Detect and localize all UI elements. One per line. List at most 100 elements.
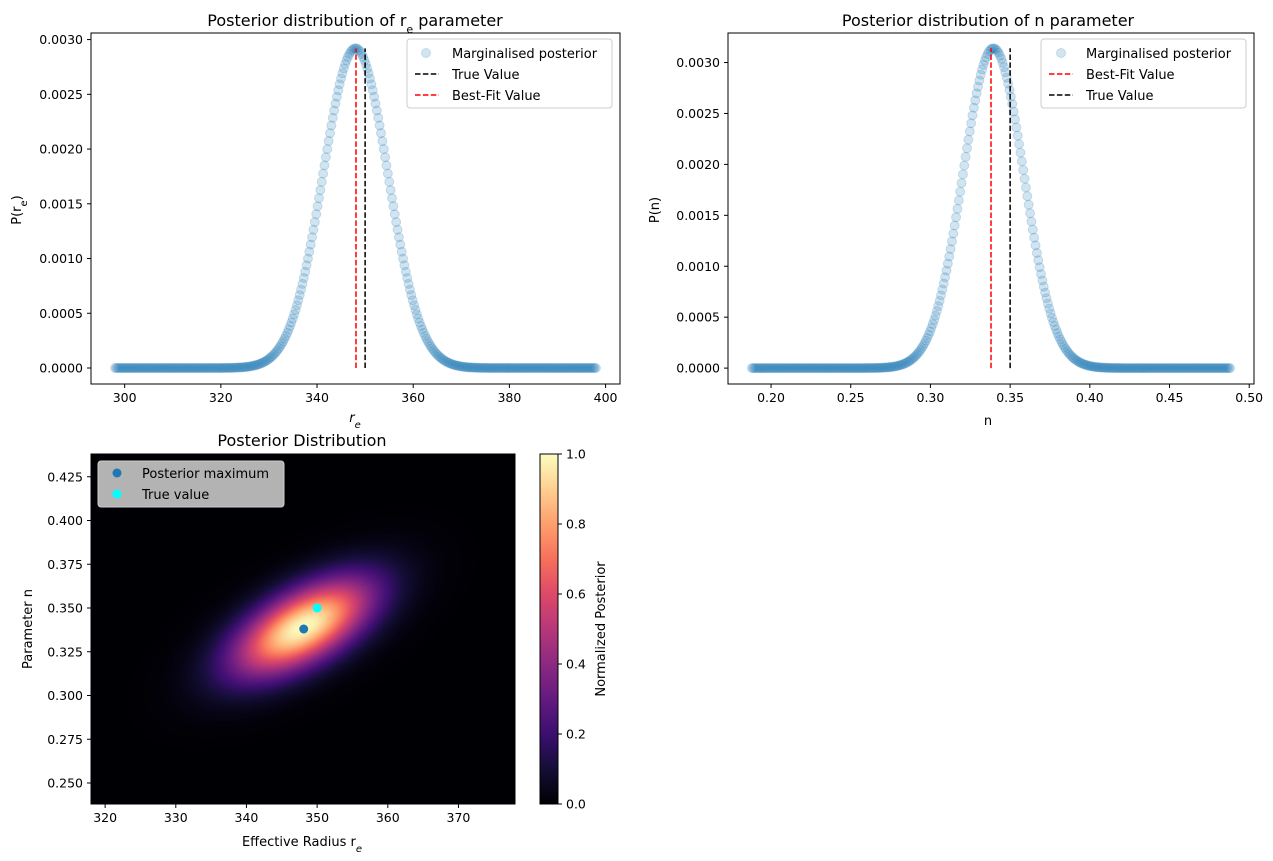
re-posterior-point [172, 363, 183, 374]
n-posterior-point [1155, 363, 1166, 374]
n-posterior-point [957, 169, 968, 180]
n-posterior-point [1134, 363, 1145, 374]
re-posterior-point [129, 363, 140, 374]
n-posterior-point [1083, 360, 1094, 371]
re-posterior-point [203, 363, 214, 374]
re-posterior-point [290, 304, 301, 315]
re-posterior-point [488, 362, 499, 373]
re-posterior-point [559, 363, 570, 374]
n-posterior-point [1023, 199, 1034, 210]
joint-legend-box [97, 460, 285, 508]
n-posterior-point [852, 363, 863, 374]
n-posterior-point [962, 143, 973, 154]
re-posterior-point [345, 46, 356, 57]
n-posterior-point [912, 348, 923, 359]
n-posterior-point [1179, 363, 1190, 374]
re-posterior-point [206, 362, 217, 373]
re-y-axis-label: P(re) [10, 195, 30, 225]
n-posterior-point [1062, 345, 1073, 356]
n-posterior-point [1085, 361, 1096, 372]
n-posterior-point [1168, 363, 1179, 374]
colorbar-label: Normalized Posterior [594, 561, 609, 697]
n-posterior-point [1162, 363, 1173, 374]
n-posterior-point [1210, 363, 1221, 374]
re-posterior-point [353, 45, 364, 56]
re-posterior-point [257, 357, 268, 368]
re-posterior-point [207, 362, 218, 373]
re-posterior-point [371, 105, 382, 116]
n-posterior-point [845, 363, 856, 374]
re-posterior-point [466, 362, 477, 373]
re-posterior-point [483, 362, 494, 373]
n-posterior-point [959, 160, 970, 171]
n-posterior-point [1136, 363, 1147, 374]
re-posterior-point [516, 363, 527, 374]
re-posterior-point [450, 360, 461, 371]
n-posterior-point [944, 251, 955, 262]
n-posterior-point [823, 363, 834, 374]
n-posterior-point [894, 360, 905, 371]
n-posterior-point [1118, 363, 1129, 374]
n-posterior-point [1056, 337, 1067, 348]
n-posterior-point [1183, 363, 1194, 374]
re-posterior-point [391, 217, 402, 228]
re-posterior-point [192, 363, 203, 374]
re-posterior-point [320, 152, 331, 163]
re-posterior-point [433, 351, 444, 362]
n-posterior-point [1011, 122, 1022, 133]
n-posterior-point [866, 363, 877, 374]
re-posterior-point [240, 361, 251, 372]
re-posterior-point [209, 362, 220, 373]
n-posterior-point [768, 363, 779, 374]
n-posterior-point [1082, 360, 1093, 371]
n-posterior-point [1149, 363, 1160, 374]
re-posterior-point [506, 363, 517, 374]
re-posterior-point [511, 363, 522, 374]
n-posterior-point [815, 363, 826, 374]
re-posterior-point [340, 59, 351, 70]
n-posterior-point [1078, 359, 1089, 370]
re-posterior-point [298, 272, 309, 283]
n-posterior-point [892, 360, 903, 371]
n-posterior-point [1151, 363, 1162, 374]
n-posterior-point [1174, 363, 1185, 374]
n-posterior-point [1097, 362, 1108, 373]
re-posterior-point [493, 362, 504, 373]
re-posterior-point [504, 363, 515, 374]
re-posterior-point [300, 266, 311, 277]
re-posterior-point [344, 49, 355, 60]
n-posterior-point [903, 356, 914, 367]
re-posterior-point [444, 358, 455, 369]
joint-x-ticks: 320 330 340 350 360 370 [93, 804, 470, 825]
re-posterior-point [410, 304, 421, 315]
re-posterior-point [287, 313, 298, 324]
re-posterior-point [145, 363, 156, 374]
re-posterior-point [461, 362, 472, 373]
n-y-ticks: 0.0000 0.0005 0.0010 0.0015 0.0020 0.0025 0.00… [676, 55, 728, 376]
re-posterior-point [541, 363, 552, 374]
n-posterior-point [940, 272, 951, 283]
n-posterior-point [834, 363, 845, 374]
re-posterior-point [116, 363, 127, 374]
re-legend: Marginalised posterior True Value Best-F… [406, 38, 613, 109]
n-posterior-point [946, 236, 957, 247]
n-posterior-point [1022, 191, 1033, 202]
n-posterior-point [918, 340, 929, 351]
n-y-tick-label: 0.0030 [676, 55, 720, 70]
n-posterior-point [933, 301, 944, 312]
n-posterior-point [1060, 344, 1071, 355]
re-posterior-point [112, 363, 123, 374]
joint-y-axis-label: Parameter n [21, 589, 36, 669]
re-posterior-point [439, 355, 450, 366]
joint-y-ticks: 0.250 0.275 0.300 0.325 0.350 0.375 0.400 0.425 [47, 469, 91, 791]
re-posterior-point [539, 363, 550, 374]
n-posterior-point [759, 363, 770, 374]
n-posterior-point [796, 363, 807, 374]
re-posterior-point [589, 363, 600, 374]
re-posterior-point [152, 363, 163, 374]
re-posterior-point [417, 324, 428, 335]
re-posterior-point [243, 361, 254, 372]
joint-legend-label-max: Posterior maximum [142, 467, 269, 482]
re-posterior-point [400, 266, 411, 277]
re-posterior-point [329, 105, 340, 116]
